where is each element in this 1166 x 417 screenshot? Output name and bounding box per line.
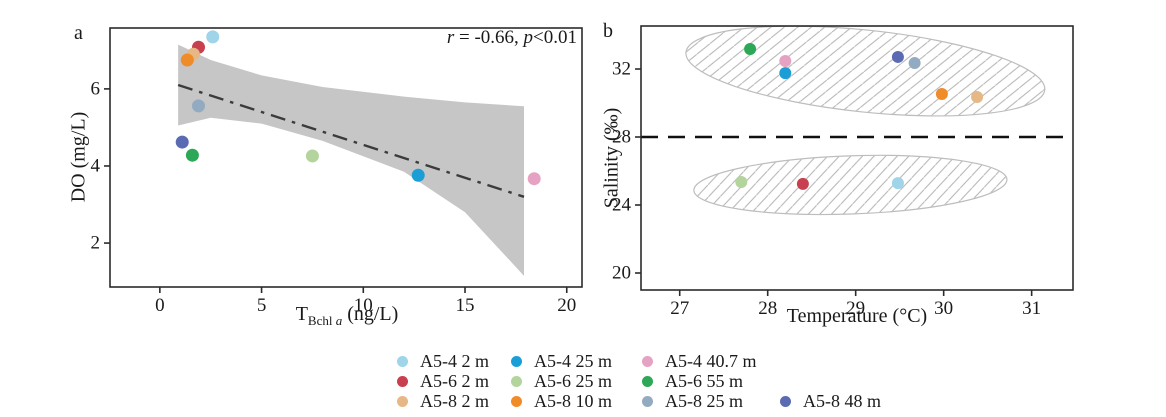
panel-b-label: b <box>603 20 613 42</box>
legend-marker-icon <box>511 375 522 387</box>
data-point-A5-6-55-m <box>185 148 199 162</box>
legend-item: A5-8 10 m <box>511 391 642 412</box>
xlabel-a-main: T <box>295 303 308 325</box>
y-tick-label: 6 <box>91 78 101 99</box>
x-tick-label: 28 <box>758 298 777 319</box>
panel-b-y-axis-label: Salinity (‰) <box>600 107 623 209</box>
data-point-A5-8-25-m <box>908 57 921 70</box>
data-point-A5-4-40-7-m <box>527 172 541 186</box>
x-tick-label: 31 <box>1022 298 1041 319</box>
y-tick-label: 2 <box>91 233 101 254</box>
legend-item: A5-4 2 m <box>397 351 511 372</box>
xlabel-a-subscript-italic: a <box>335 313 343 328</box>
regression-line <box>177 83 525 198</box>
data-point-A5-4-2-m <box>891 177 904 190</box>
legend-marker-icon <box>642 355 653 367</box>
data-point-A5-4-25-m <box>779 67 792 80</box>
r-value: = -0.66, <box>454 27 524 48</box>
panel-a-y-axis-label: DO (mg/L) <box>67 111 90 203</box>
legend-row: A5-4 2 m A5-4 25 m A5-4 40.7 m <box>397 351 881 371</box>
legend-label: A5-4 25 m <box>534 350 612 371</box>
data-point-A5-6-55-m <box>744 42 757 55</box>
legend-item: A5-6 55 m <box>642 371 780 392</box>
data-point-A5-6-25-m <box>735 176 748 189</box>
data-point-A5-6-2-m <box>796 177 809 190</box>
legend-label: A5-6 2 m <box>420 370 489 391</box>
x-tick-label: 10 <box>354 295 373 316</box>
x-tick-label: 20 <box>557 295 576 316</box>
legend-item: A5-4 40.7 m <box>642 351 780 372</box>
data-point-A5-8-2-m <box>971 91 984 104</box>
cluster-ellipse <box>685 25 1046 117</box>
xlabel-a-unit: (ng/L) <box>342 303 399 325</box>
x-tick-label: 30 <box>934 298 953 319</box>
y-tick-label: 32 <box>612 59 631 80</box>
legend-item: A5-6 25 m <box>511 371 642 392</box>
correlation-annotation: r = -0.66, p<0.01 <box>372 27 577 49</box>
r-symbol: r <box>446 27 455 48</box>
panel-a-x-axis-label: TBchl a (ng/L) <box>247 303 447 329</box>
panel-b-x-axis-label: Temperature (°C) <box>786 305 928 327</box>
data-point-A5-4-40-7-m <box>779 55 792 68</box>
data-point-A5-4-2-m <box>206 30 220 44</box>
legend-item: A5-8 25 m <box>642 391 780 412</box>
data-point-A5-4-25-m <box>411 168 425 182</box>
confidence-band <box>178 44 525 276</box>
legend: A5-4 2 m A5-4 25 m A5-4 40.7 m A5-6 2 m A5-6… <box>397 351 881 411</box>
legend-label: A5-8 48 m <box>803 390 881 411</box>
data-point-A5-8-25-m <box>192 99 205 113</box>
y-tick-label: 20 <box>612 263 631 284</box>
legend-marker-icon <box>397 375 408 387</box>
y-tick-label: 4 <box>91 155 101 176</box>
data-point-A5-8-10-m <box>180 53 194 67</box>
x-tick-label: 5 <box>257 295 267 316</box>
data-point-A5-8-10-m <box>935 87 948 100</box>
panel-a-label: a <box>74 22 83 44</box>
legend-marker-icon <box>511 395 522 407</box>
legend-item: A5-4 25 m <box>511 351 642 372</box>
legend-marker-icon <box>780 395 791 407</box>
legend-marker-icon <box>511 355 522 367</box>
legend-item: A5-8 48 m <box>780 391 881 412</box>
legend-label: A5-4 40.7 m <box>665 350 757 371</box>
legend-item: A5-6 2 m <box>397 371 511 392</box>
legend-label: A5-6 25 m <box>534 370 612 391</box>
legend-marker-icon <box>397 355 408 367</box>
legend-label: A5-4 2 m <box>420 350 489 371</box>
legend-row: A5-8 2 m A5-8 10 m A5-8 25 m A5-8 48 m <box>397 391 881 411</box>
legend-marker-icon <box>397 395 408 407</box>
legend-label: A5-6 55 m <box>665 370 743 391</box>
data-point-A5-6-25-m <box>305 149 319 163</box>
legend-marker-icon <box>642 375 653 387</box>
xlabel-a-subscript: Bchl <box>307 313 336 328</box>
x-tick-label: 27 <box>670 298 689 319</box>
y-tick-label: 24 <box>612 195 632 216</box>
legend-label: A5-8 25 m <box>665 390 743 411</box>
data-point-A5-8-48-m <box>891 50 904 63</box>
data-point-A5-8-48-m <box>175 135 189 149</box>
x-tick-label: 15 <box>456 295 475 316</box>
y-tick-label: 28 <box>612 127 631 148</box>
p-value: <0.01 <box>533 27 577 48</box>
legend-marker-icon <box>642 395 653 407</box>
p-symbol: p <box>523 27 534 48</box>
plot-frame <box>640 25 1074 291</box>
plot-frame <box>109 27 583 288</box>
legend-row: A5-6 2 m A5-6 25 m A5-6 55 m <box>397 371 881 391</box>
cluster-ellipse <box>693 154 1008 216</box>
legend-label: A5-8 2 m <box>420 390 489 411</box>
x-tick-label: 0 <box>155 295 165 316</box>
legend-item: A5-8 2 m <box>397 391 511 412</box>
legend-label: A5-8 10 m <box>534 390 612 411</box>
x-tick-label: 29 <box>846 298 865 319</box>
